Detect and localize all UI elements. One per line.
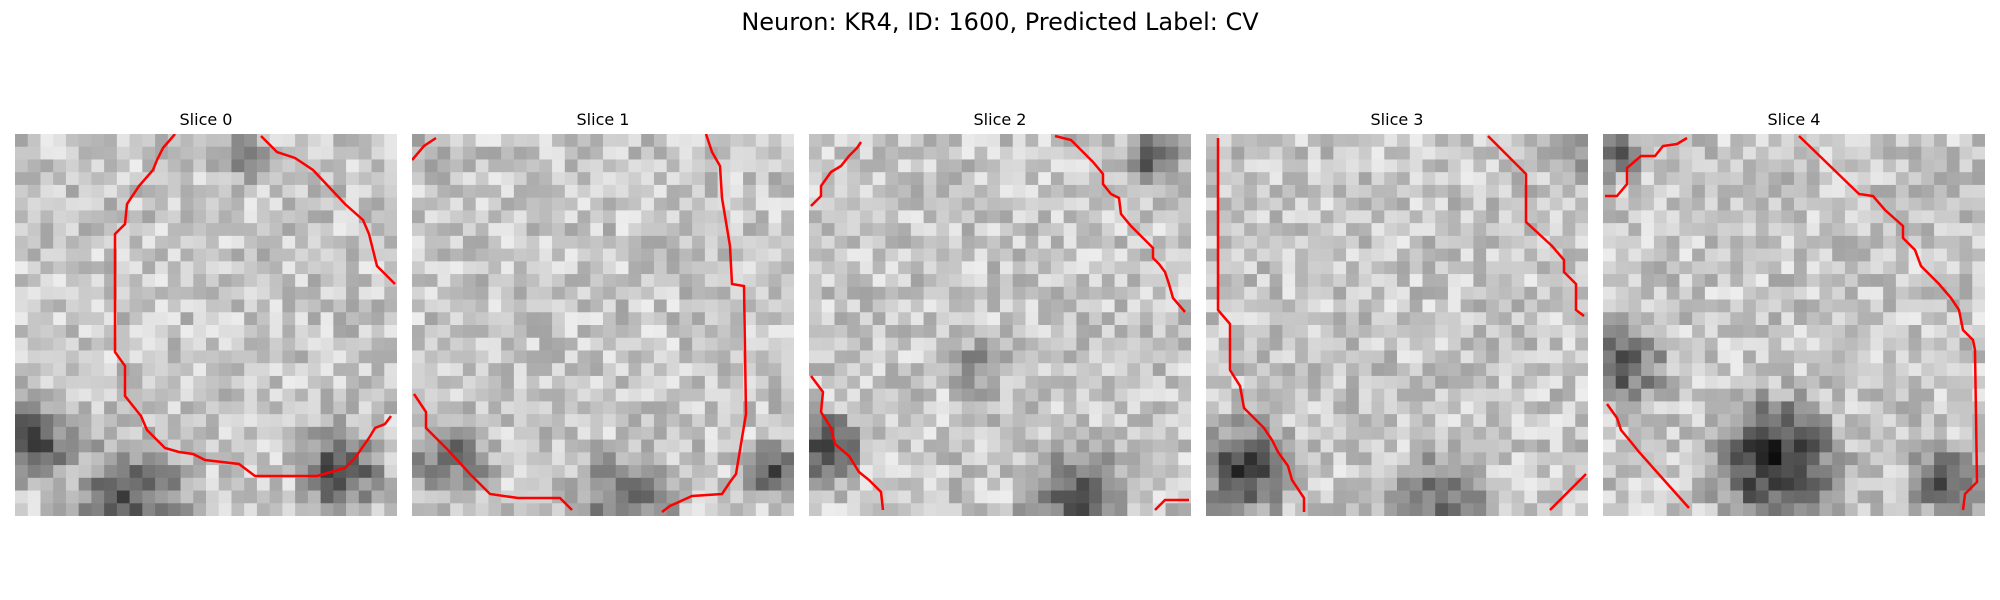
slice-image xyxy=(1206,134,1588,516)
panel-title: Slice 0 xyxy=(179,110,233,129)
panel-slice-0: Slice 0 xyxy=(15,110,397,520)
slice-pixels xyxy=(412,134,794,516)
slice-image xyxy=(809,134,1191,516)
cell-contour-line xyxy=(810,375,885,511)
cell-contour-line xyxy=(661,134,748,513)
panel-slice-4: Slice 4 xyxy=(1603,110,1985,520)
slice-image xyxy=(1603,134,1985,516)
slice-pixels xyxy=(15,134,397,516)
cell-contour-line xyxy=(412,136,437,161)
cell-contour-line xyxy=(1154,498,1189,511)
cell-contour-line xyxy=(1549,473,1587,511)
slice-image xyxy=(412,134,794,516)
slice-image xyxy=(15,134,397,516)
cell-contour-line xyxy=(1216,138,1306,512)
cell-contour-line xyxy=(1605,403,1690,509)
slice-pixels xyxy=(1603,134,1985,516)
panel-title: Slice 2 xyxy=(973,110,1027,129)
cell-contour-line xyxy=(1798,135,1979,511)
panel-slice-1: Slice 1 xyxy=(412,110,794,520)
panel-slice-3: Slice 3 xyxy=(1206,110,1588,520)
panel-title: Slice 4 xyxy=(1767,110,1821,129)
cell-contour-line xyxy=(1487,135,1585,317)
cell-contour-line xyxy=(113,134,392,478)
panel-title: Slice 3 xyxy=(1370,110,1424,129)
cell-contour-line xyxy=(1054,134,1186,313)
panel-title: Slice 1 xyxy=(576,110,630,129)
cell-contour-line xyxy=(412,393,573,511)
panel-slice-2: Slice 2 xyxy=(809,110,1191,520)
cell-contour-line xyxy=(1605,136,1688,198)
slice-pixels xyxy=(1206,134,1588,516)
cell-contour-line xyxy=(260,135,396,285)
figure-title: Neuron: KR4, ID: 1600, Predicted Label: … xyxy=(741,8,1259,36)
slice-pixels xyxy=(809,134,1191,516)
cell-contour-line xyxy=(810,141,863,207)
